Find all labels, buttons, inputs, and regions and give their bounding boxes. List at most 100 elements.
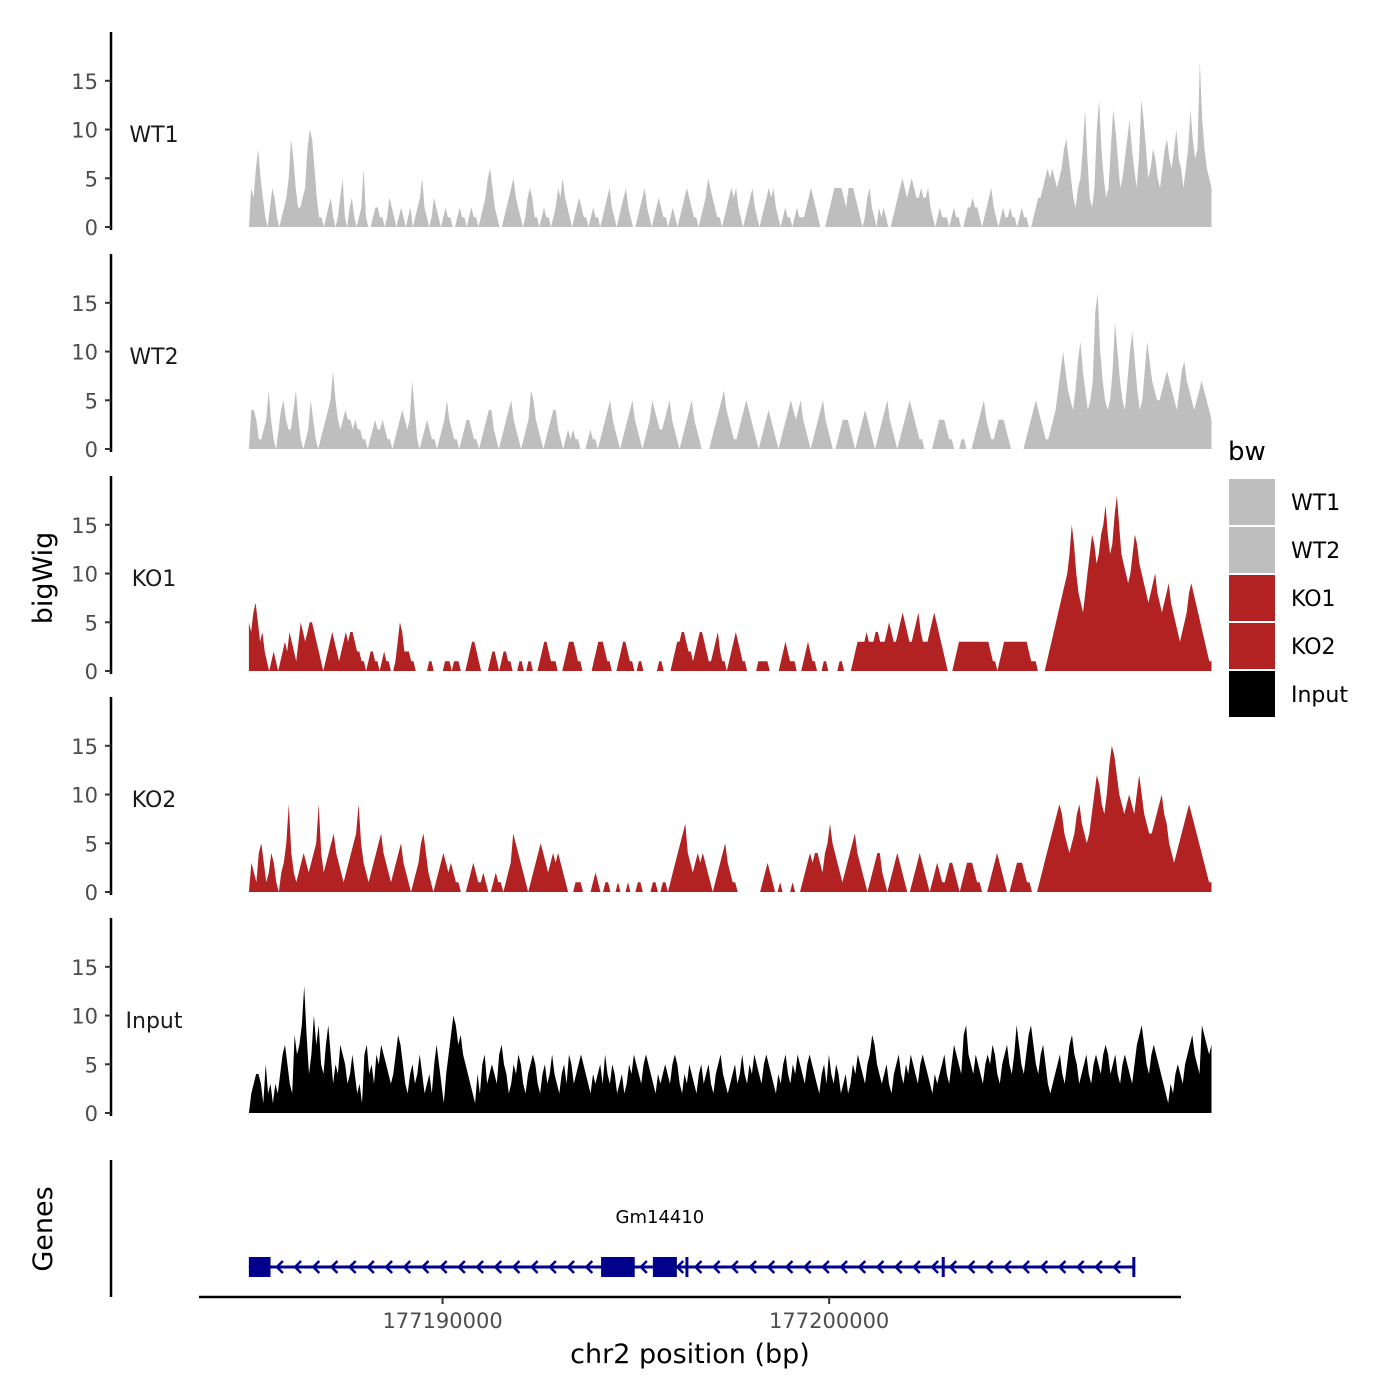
legend-key-ko1 bbox=[1229, 575, 1275, 621]
strand-arrow bbox=[693, 1260, 703, 1274]
strand-arrow bbox=[402, 1260, 412, 1274]
strand-arrow bbox=[966, 1260, 976, 1274]
track-label: WT1 bbox=[129, 123, 178, 148]
y-tick-label: 5 bbox=[85, 1053, 98, 1077]
legend-key-wt2 bbox=[1229, 527, 1275, 573]
strand-arrow bbox=[347, 1260, 357, 1274]
strand-arrow bbox=[766, 1260, 776, 1274]
legend-title: bw bbox=[1228, 437, 1266, 467]
strand-arrow bbox=[548, 1260, 557, 1274]
strand-arrow bbox=[311, 1260, 321, 1274]
strand-arrow bbox=[529, 1260, 539, 1274]
y-tick-label: 10 bbox=[71, 119, 98, 143]
y-tick-label: 0 bbox=[85, 1102, 98, 1126]
area-ko1 bbox=[248, 495, 1212, 671]
strand-arrow bbox=[457, 1260, 466, 1274]
y-tick-label: 5 bbox=[85, 167, 98, 191]
strand-arrow bbox=[366, 1260, 375, 1274]
y-tick-label: 0 bbox=[85, 438, 98, 462]
legend-label-ko2: KO2 bbox=[1291, 635, 1336, 660]
strand-arrow bbox=[711, 1260, 721, 1274]
strand-arrow bbox=[475, 1260, 484, 1274]
strand-arrow bbox=[857, 1260, 867, 1274]
strand-arrow bbox=[1112, 1260, 1121, 1274]
strand-arrow bbox=[1039, 1260, 1049, 1274]
y-tick-label: 5 bbox=[85, 832, 98, 856]
exon bbox=[652, 1257, 677, 1277]
legend-label-input: Input bbox=[1291, 683, 1348, 708]
strand-arrow bbox=[493, 1260, 503, 1274]
strand-arrow bbox=[511, 1260, 521, 1274]
area-ko2 bbox=[248, 745, 1212, 892]
legend-label-wt2: WT2 bbox=[1291, 539, 1340, 564]
exon bbox=[601, 1257, 635, 1277]
strand-arrow bbox=[912, 1260, 921, 1274]
track-label: KO2 bbox=[132, 788, 177, 813]
strand-arrow bbox=[930, 1260, 939, 1274]
strand-arrow bbox=[839, 1260, 848, 1274]
bigwig-tracks: 0 5 10 15 WT1 0 5 10 15 WT2 0 5 10 15 KO1 0 5 10 15 KO2 0 5 10… bbox=[71, 32, 1212, 1126]
strand-arrow bbox=[821, 1260, 830, 1274]
y-tick-label: 15 bbox=[71, 292, 98, 316]
y-tick-label: 0 bbox=[85, 216, 98, 240]
area-input bbox=[248, 986, 1212, 1113]
legend-key-wt1 bbox=[1229, 479, 1275, 525]
strand-arrow bbox=[1057, 1260, 1067, 1274]
y-tick-label: 0 bbox=[85, 881, 98, 905]
strand-arrow bbox=[329, 1260, 339, 1274]
y-tick-label: 15 bbox=[71, 514, 98, 538]
strand-arrow bbox=[875, 1260, 885, 1274]
y-axis-label: bigWig bbox=[28, 532, 59, 625]
strand-arrow bbox=[584, 1260, 594, 1274]
strand-arrow bbox=[984, 1260, 994, 1274]
track-label: Input bbox=[126, 1009, 183, 1034]
legend-label-wt1: WT1 bbox=[1291, 491, 1340, 516]
area-wt2 bbox=[248, 293, 1212, 449]
strand-arrow bbox=[566, 1260, 575, 1274]
track-wt1: 0 5 10 15 WT1 bbox=[71, 32, 1212, 240]
y-tick-label: 10 bbox=[71, 341, 98, 365]
legend-key-input bbox=[1229, 671, 1275, 717]
legend-key-ko2 bbox=[1229, 623, 1275, 669]
x-axis: 177190000 177200000 bbox=[199, 1295, 1181, 1333]
strand-arrow bbox=[748, 1260, 757, 1274]
y-tick-label: 10 bbox=[71, 563, 98, 587]
strand-arrow bbox=[1075, 1260, 1085, 1274]
genes-axis-label: Genes bbox=[28, 1186, 59, 1271]
strand-arrow bbox=[784, 1260, 794, 1274]
y-tick-label: 0 bbox=[85, 660, 98, 684]
track-ko1: 0 5 10 15 KO1 bbox=[71, 476, 1212, 684]
strand-arrow bbox=[293, 1260, 302, 1274]
y-tick-label: 15 bbox=[71, 956, 98, 980]
strand-arrow bbox=[1003, 1260, 1012, 1274]
track-input: 0 5 10 15 Input bbox=[71, 918, 1212, 1126]
y-tick-label: 5 bbox=[85, 389, 98, 413]
strand-arrow bbox=[948, 1260, 958, 1274]
legend-label-ko1: KO1 bbox=[1291, 587, 1336, 612]
strand-arrow bbox=[802, 1260, 812, 1274]
y-tick-label: 10 bbox=[71, 1005, 98, 1029]
y-tick-label: 5 bbox=[85, 611, 98, 635]
y-tick-label: 15 bbox=[71, 735, 98, 759]
y-tick-label: 10 bbox=[71, 784, 98, 808]
strand-arrow bbox=[384, 1260, 393, 1274]
x-tick-label: 177200000 bbox=[769, 1309, 889, 1333]
strand-arrow bbox=[675, 1260, 685, 1274]
strand-arrow bbox=[1021, 1260, 1030, 1274]
track-label: WT2 bbox=[129, 345, 178, 370]
track-label: KO1 bbox=[132, 567, 177, 592]
strand-arrow bbox=[438, 1260, 448, 1274]
strand-arrow bbox=[1094, 1260, 1103, 1274]
track-wt2: 0 5 10 15 WT2 bbox=[71, 254, 1212, 462]
strand-arrow bbox=[730, 1260, 739, 1274]
y-tick-label: 15 bbox=[71, 70, 98, 94]
track-ko2: 0 5 10 15 KO2 bbox=[71, 697, 1212, 905]
exon bbox=[248, 1257, 271, 1277]
strand-arrow bbox=[420, 1260, 430, 1274]
gene-gm14410: Gm14410 bbox=[248, 1207, 1136, 1277]
gene-label: Gm14410 bbox=[616, 1207, 705, 1228]
strand-arrow bbox=[893, 1260, 903, 1274]
legend: bw WT1 WT2 KO1 KO2 Input bbox=[1228, 437, 1348, 717]
x-axis-label: chr2 position (bp) bbox=[570, 1339, 810, 1370]
